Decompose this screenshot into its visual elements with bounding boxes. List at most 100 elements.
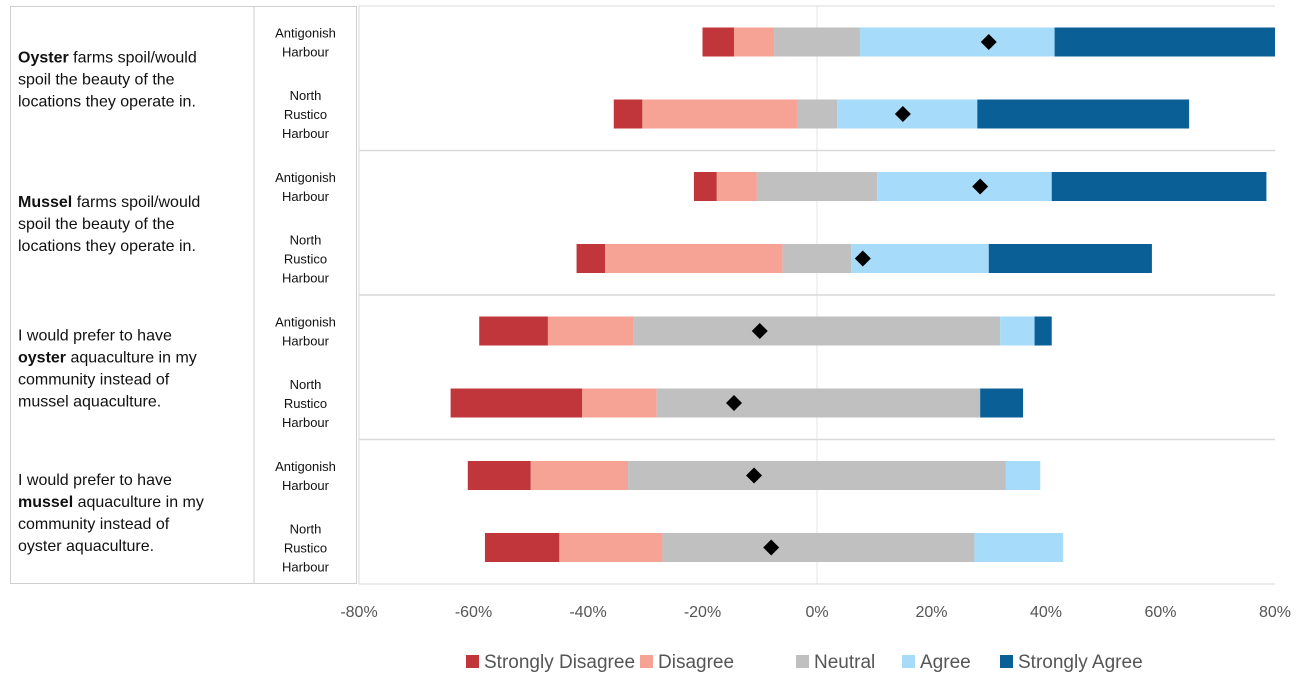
- legend-label: Disagree: [658, 652, 734, 673]
- location-label: Harbour: [282, 334, 330, 349]
- location-label: Antigonish: [275, 459, 336, 474]
- statement-line: I would prefer to have: [18, 327, 172, 344]
- bar-segment-strongly-agree: [980, 388, 1024, 418]
- statement-keyword: mussel: [18, 494, 73, 511]
- x-tick-label: 80%: [1259, 604, 1291, 621]
- statement-labels: Oyster farms spoil/would spoil the beauty…: [18, 49, 204, 555]
- statement-keyword: oyster: [18, 349, 66, 366]
- location-label: Harbour: [282, 271, 330, 286]
- location-label: Antigonish: [275, 170, 336, 185]
- statement-line: spoil the beauty of the: [18, 216, 175, 233]
- statement-line: community instead of: [18, 516, 170, 533]
- statement-text: aquaculture in my: [66, 349, 197, 366]
- legend-label: Agree: [920, 652, 971, 673]
- bar-segment-neutral: [756, 172, 878, 201]
- bar-segment-agree: [877, 172, 1052, 201]
- x-tick-label: 40%: [1030, 604, 1062, 621]
- bar-segment-disagree: [642, 99, 797, 129]
- bar-segment-strongly-agree: [1054, 27, 1275, 57]
- mean-diamond-marker: [980, 34, 997, 50]
- x-tick-label: 60%: [1144, 604, 1176, 621]
- statement-text: spoil the beauty of the: [18, 216, 175, 233]
- statement-line: oyster aquaculture in my: [18, 349, 197, 366]
- statement-line: spoil the beauty of the: [18, 71, 175, 88]
- bar-segment-strongly-disagree: [467, 461, 531, 490]
- statement-text: spoil the beauty of the: [18, 71, 175, 88]
- location-label: Harbour: [282, 189, 330, 204]
- bar-segments: [450, 27, 1275, 562]
- bar-segment-strongly-disagree: [613, 99, 643, 129]
- statement-line: oyster aquaculture.: [18, 538, 154, 555]
- statement-text: locations they operate in.: [18, 238, 196, 255]
- location-label: Harbour: [282, 415, 330, 430]
- statement-line: locations they operate in.: [18, 93, 196, 110]
- bar-segment-agree: [974, 533, 1064, 562]
- bar-segment-agree: [1005, 461, 1041, 490]
- legend-swatch-neutral: [796, 655, 809, 668]
- bar-segment-disagree: [559, 533, 663, 562]
- bar-segment-strongly-disagree: [702, 27, 734, 57]
- legend-swatch-disagree: [640, 655, 653, 668]
- mean-diamond-marker: [894, 106, 911, 122]
- bar-segment-neutral: [656, 388, 981, 418]
- location-label: Rustico: [284, 396, 327, 411]
- bar-segment-neutral: [782, 244, 852, 273]
- statement-line: I would prefer to have: [18, 472, 172, 489]
- location-label: North: [290, 88, 322, 103]
- statement-keyword: Oyster: [18, 49, 69, 66]
- bar-segment-disagree: [530, 461, 629, 490]
- location-labels: Antigonish Harbour North Rustico Harbour Anti…: [275, 26, 336, 575]
- legend-swatch-agree: [902, 655, 915, 668]
- x-axis-tick-labels: -80% -60% -40% -20% 0% 20% 40% 60% 80%: [340, 604, 1291, 621]
- statement-text: community instead of: [18, 371, 170, 388]
- bar-segment-disagree: [733, 27, 775, 57]
- location-label: North: [290, 522, 322, 537]
- statement-text: community instead of: [18, 516, 170, 533]
- bar-segment-agree: [851, 244, 989, 273]
- location-label: Harbour: [282, 478, 330, 493]
- location-label: Harbour: [282, 126, 330, 141]
- mean-diamond-marker: [854, 250, 871, 267]
- bar-segment-strongly-disagree: [484, 533, 560, 562]
- legend: Strongly Disagree Disagree Neutral Agree Str…: [466, 652, 1143, 673]
- statement-line: mussel aquaculture.: [18, 393, 161, 410]
- bar-segment-strongly-disagree: [479, 316, 548, 346]
- statement-line: Mussel farms spoil/would: [18, 194, 200, 211]
- statement-keyword: Mussel: [18, 194, 72, 211]
- bar-segment-strongly-disagree: [450, 388, 583, 418]
- chart-frame: [10, 6, 357, 584]
- x-tick-label: -80%: [340, 604, 377, 621]
- bar-segment-strongly-disagree: [693, 172, 717, 201]
- bar-segment-strongly-agree: [1034, 316, 1052, 346]
- bar-segment-agree: [859, 27, 1055, 57]
- statement-line: mussel aquaculture in my: [18, 494, 204, 511]
- label-columns-border: [10, 6, 357, 584]
- statement-line: community instead of: [18, 371, 170, 388]
- x-tick-label: -60%: [455, 604, 492, 621]
- bar-segment-agree: [1000, 316, 1035, 346]
- mean-diamond-marker: [751, 323, 768, 339]
- legend-label: Neutral: [814, 652, 875, 673]
- location-label: Antigonish: [275, 315, 336, 330]
- mean-diamond-marker: [972, 178, 989, 195]
- legend-swatch-strongly-agree: [1000, 655, 1013, 668]
- bar-segment-disagree: [547, 316, 634, 346]
- statement-text: I would prefer to have: [18, 472, 172, 489]
- statement-text: farms spoil/would: [69, 49, 197, 66]
- location-label: North: [290, 377, 322, 392]
- x-tick-label: -40%: [569, 604, 606, 621]
- x-tick-label: 20%: [915, 604, 947, 621]
- statement-text: oyster aquaculture.: [18, 538, 154, 555]
- bar-segment-strongly-agree: [988, 244, 1152, 273]
- location-label: Antigonish: [275, 26, 336, 41]
- bar-segment-disagree: [716, 172, 757, 201]
- statement-text: I would prefer to have: [18, 327, 172, 344]
- bar-segment-strongly-disagree: [576, 244, 606, 273]
- mean-diamond-marker: [746, 467, 763, 484]
- chart-gridlines: [358, 5, 1275, 585]
- location-label: Rustico: [284, 107, 327, 122]
- bar-segment-neutral: [796, 99, 838, 129]
- legend-swatch-strongly-disagree: [466, 655, 479, 668]
- statement-line: locations they operate in.: [18, 238, 196, 255]
- statement-text: farms spoil/would: [72, 194, 200, 211]
